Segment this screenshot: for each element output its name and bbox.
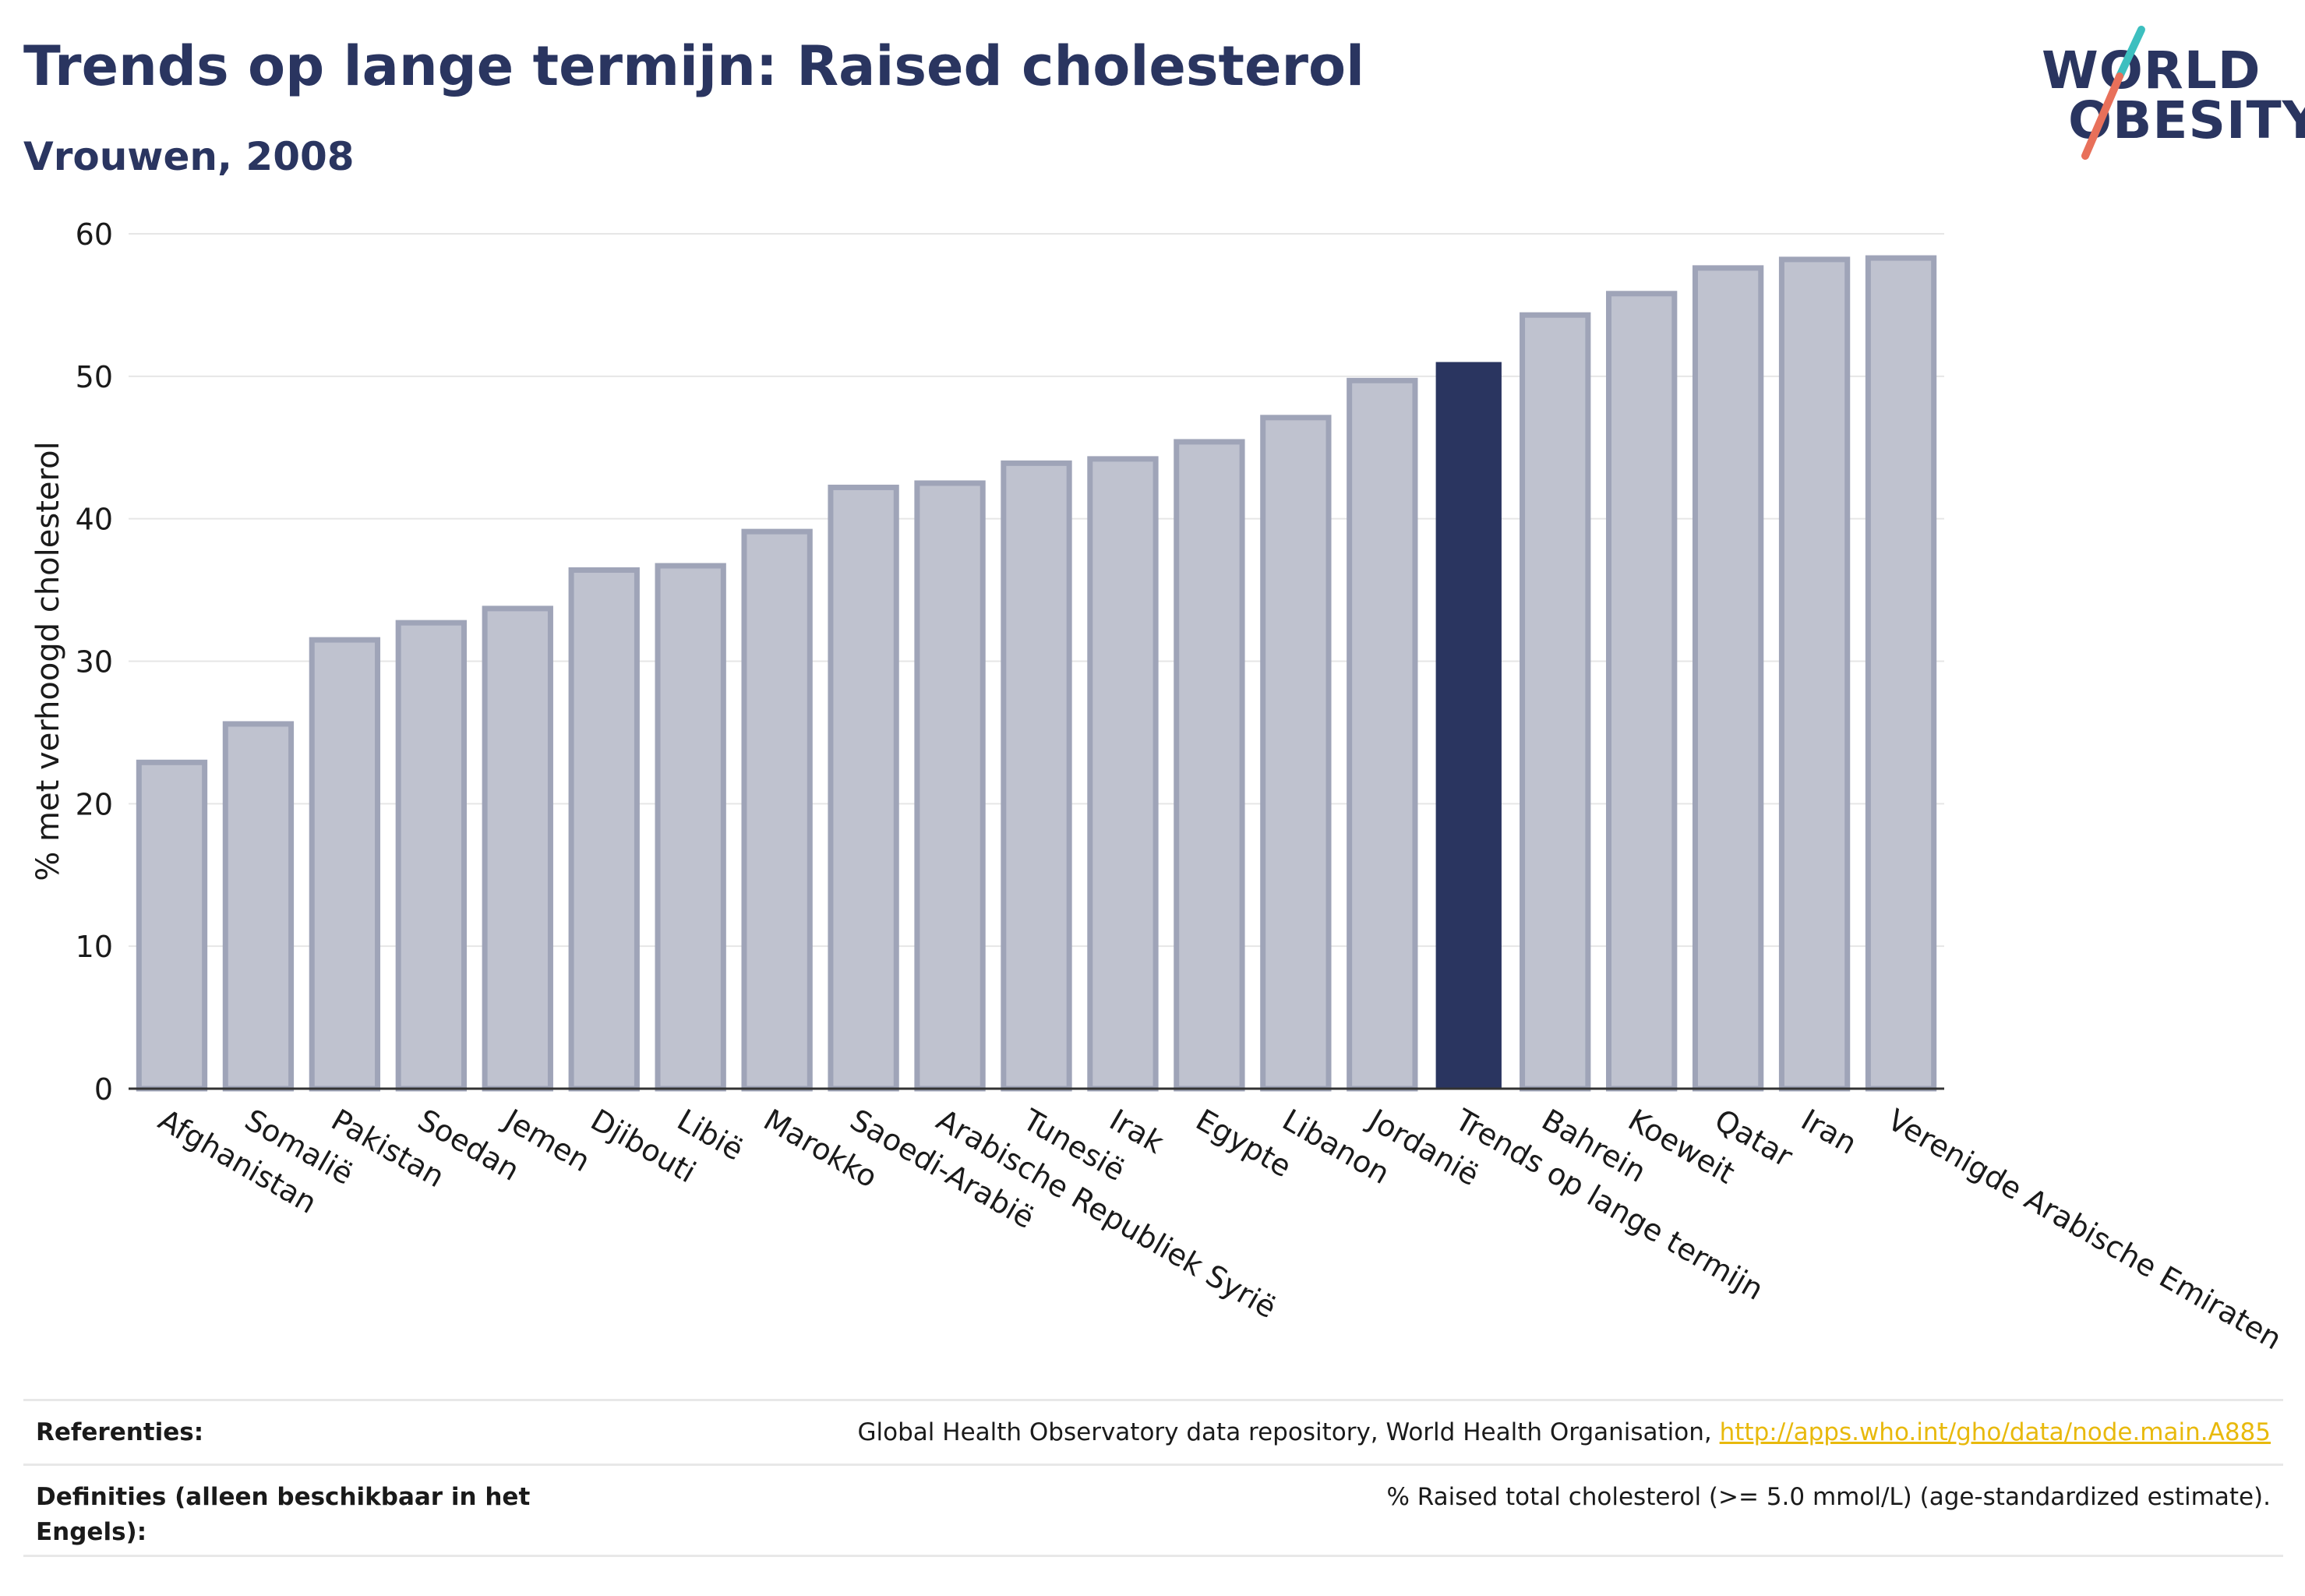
logo-slash-icon [2081,26,2145,160]
x-tick-label: Egypte [1190,1103,1297,1185]
bar [309,637,381,1092]
references-link[interactable]: http://apps.who.int/gho/data/node.main.A… [1719,1418,2271,1446]
references-row: Referenties: Global Health Observatory d… [23,1399,2283,1464]
bar [395,620,467,1092]
bar [914,480,986,1092]
references-label: Referenties: [36,1418,204,1446]
bar [1606,291,1678,1092]
bar [1865,255,1937,1092]
bar [1174,439,1245,1092]
bar [828,484,899,1092]
chart-subtitle: Vrouwen, 2008 [23,134,355,179]
chart-title: Trends op lange termijn: Raised choleste… [23,34,1365,98]
bar [222,721,295,1092]
definitions-row: Definities (alleen beschikbaar in het En… [23,1464,2283,1557]
y-tick-label: 10 [76,930,113,964]
y-tick-label: 30 [76,645,113,680]
x-tick-label: Verenigde Arabische Emiraten [1882,1103,2287,1356]
references-value: Global Health Observatory data repositor… [858,1418,2283,1446]
bar-chart: 0102030405060AfghanistanSomaliëPakistanS… [30,217,2288,1356]
footer-table: Referenties: Global Health Observatory d… [23,1399,2283,1557]
references-text: Global Health Observatory data repositor… [857,1418,1720,1446]
y-axis-label: % met verhoogd cholesterol [30,441,66,881]
definitions-value: % Raised total cholesterol (>= 5.0 mmol/… [1386,1483,2271,1511]
y-tick-label: 40 [76,503,113,537]
bar [482,606,553,1092]
bar [655,563,726,1092]
bar [741,528,813,1092]
bar [1520,312,1591,1092]
bar [1692,265,1764,1092]
bar [1347,377,1418,1092]
bar [568,567,640,1092]
definitions-label: Definities (alleen beschikbaar in het En… [36,1483,531,1546]
world-obesity-logo: WORLD OBESITY [2042,23,2305,164]
y-tick-label: 60 [76,217,113,252]
bar [136,759,208,1092]
y-tick-label: 50 [76,360,113,394]
y-tick-label: 0 [94,1072,113,1107]
bar [1778,256,1851,1092]
bar-highlight [1435,362,1502,1089]
x-tick-label: Iran [1795,1103,1862,1161]
bar [1001,460,1072,1092]
bar [1260,415,1332,1092]
logo-line1: WORLD [2042,41,2261,101]
bar [1087,456,1159,1092]
y-tick-label: 20 [76,787,113,821]
